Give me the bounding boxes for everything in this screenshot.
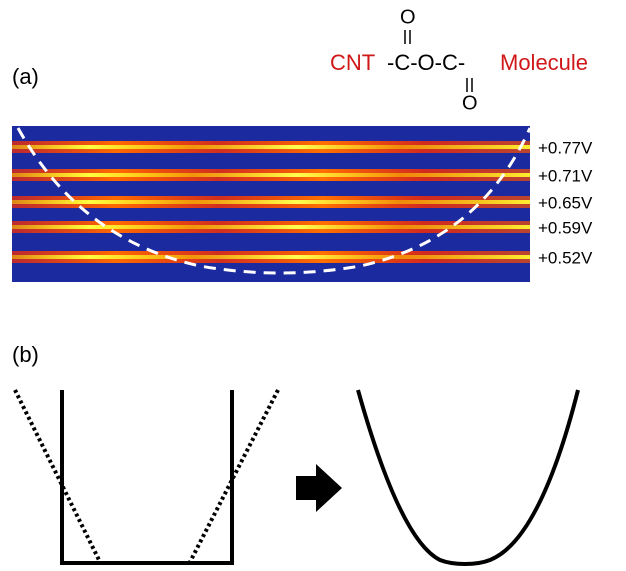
formula: CNT -C-O-C- Molecule O O [330, 6, 588, 114]
oxygen-top: O [400, 6, 416, 28]
square-well [15, 390, 278, 563]
formula-right: Molecule [500, 50, 588, 75]
formula-left: CNT [330, 50, 375, 75]
band-core [12, 173, 530, 177]
voltage-label: +0.52V [538, 248, 593, 267]
figure: (a) CNT -C-O-C- Molecule O O +0.77V +0.71… [0, 0, 626, 566]
voltage-label: +0.65V [538, 193, 593, 212]
band-core [12, 255, 530, 259]
formula-linker: -C-O-C- [387, 50, 465, 75]
band-core [12, 225, 530, 229]
arrow [296, 464, 342, 512]
voltage-label: +0.71V [538, 166, 593, 185]
parabolic-well [358, 390, 578, 564]
page: (a) CNT -C-O-C- Molecule O O +0.77V +0.71… [0, 0, 626, 571]
panel-label: (b) [12, 342, 39, 367]
voltage-labels: +0.77V +0.71V +0.65V +0.59V +0.52V [538, 138, 593, 267]
voltage-label: +0.59V [538, 218, 593, 237]
band-core [12, 145, 530, 149]
dotted-line [15, 390, 100, 562]
heatmap [12, 126, 530, 282]
panel-label: (a) [12, 64, 39, 89]
voltage-label: +0.77V [538, 138, 593, 157]
band-core [12, 200, 530, 204]
oxygen-bottom: O [462, 92, 478, 114]
